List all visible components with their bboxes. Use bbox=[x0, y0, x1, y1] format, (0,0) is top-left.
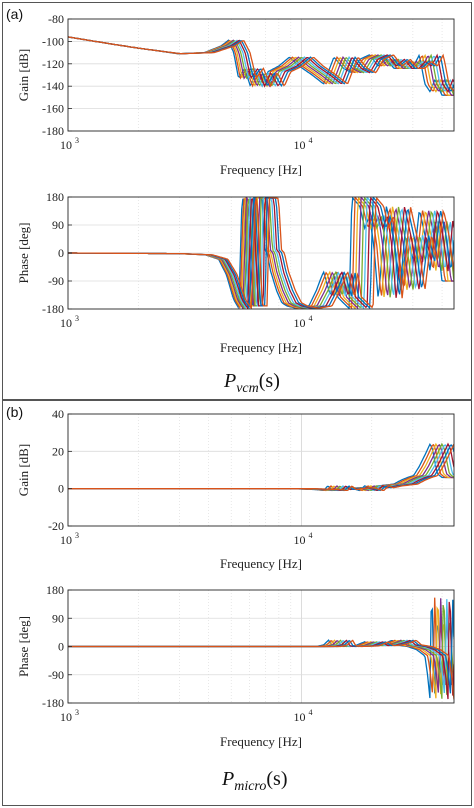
panel-b-letter: (b) bbox=[6, 404, 24, 420]
x-axis-label: Frequency [Hz] bbox=[220, 734, 302, 749]
y-tick-label: 90 bbox=[52, 218, 64, 232]
x-tick-label: 10 bbox=[293, 316, 305, 330]
x-tick-exponent: 4 bbox=[308, 314, 312, 323]
caption-b-subscript: micro bbox=[234, 779, 267, 794]
caption-b-argument: (s) bbox=[266, 768, 288, 790]
y-tick-label: 90 bbox=[52, 611, 64, 625]
y-axis-label: Gain [dB] bbox=[16, 444, 31, 496]
y-tick-label: -90 bbox=[48, 274, 64, 288]
x-tick-exponent: 3 bbox=[75, 314, 79, 323]
x-tick-label: 10 bbox=[60, 710, 72, 724]
caption-a-subscript: vcm bbox=[236, 381, 259, 396]
y-axis-label: Phase [deg] bbox=[16, 616, 31, 677]
x-tick-label: 10 bbox=[293, 533, 305, 547]
x-tick-exponent: 4 bbox=[308, 136, 312, 145]
x-tick-label: 10 bbox=[293, 138, 305, 152]
y-tick-label: 40 bbox=[52, 407, 64, 421]
y-tick-label: -180 bbox=[42, 124, 64, 138]
axes-box bbox=[67, 413, 455, 527]
y-tick-label: 180 bbox=[46, 583, 64, 597]
y-tick-label: -80 bbox=[48, 12, 64, 26]
x-tick-label: 10 bbox=[60, 533, 72, 547]
y-tick-label: -120 bbox=[42, 57, 64, 71]
series-line bbox=[68, 443, 454, 492]
y-tick-label: -140 bbox=[42, 79, 64, 93]
panel-a-caption: Pvcm(s) bbox=[224, 370, 280, 397]
caption-a-argument: (s) bbox=[258, 370, 280, 392]
plot-background bbox=[68, 414, 454, 526]
x-tick-exponent: 3 bbox=[75, 708, 79, 717]
y-tick-label: -100 bbox=[42, 34, 64, 48]
y-tick-label: 0 bbox=[58, 482, 64, 496]
y-tick-label: -90 bbox=[48, 668, 64, 682]
panel-a-frame bbox=[2, 2, 472, 400]
panel-b-caption: Pmicro(s) bbox=[222, 768, 287, 795]
y-axis-label: Gain [dB] bbox=[16, 49, 31, 101]
x-tick-exponent: 4 bbox=[308, 708, 312, 717]
y-tick-label: 20 bbox=[52, 444, 64, 458]
x-tick-exponent: 3 bbox=[75, 531, 79, 540]
x-axis-label: Frequency [Hz] bbox=[220, 556, 302, 571]
x-tick-exponent: 3 bbox=[75, 136, 79, 145]
x-axis-label: Frequency [Hz] bbox=[220, 340, 302, 355]
panel-b-frame bbox=[2, 400, 472, 806]
panel-a-letter: (a) bbox=[6, 6, 24, 22]
x-tick-exponent: 4 bbox=[308, 531, 312, 540]
caption-b-main: P bbox=[222, 768, 235, 790]
y-tick-label: -160 bbox=[42, 102, 64, 116]
y-tick-label: -20 bbox=[48, 519, 64, 533]
y-tick-label: -180 bbox=[42, 302, 64, 316]
x-axis-label: Frequency [Hz] bbox=[220, 162, 302, 177]
x-tick-label: 10 bbox=[293, 710, 305, 724]
y-tick-label: -180 bbox=[42, 696, 64, 710]
series-line bbox=[68, 639, 454, 700]
series-line bbox=[68, 36, 454, 93]
y-tick-label: 0 bbox=[58, 640, 64, 654]
series-line bbox=[68, 197, 454, 309]
y-tick-label: 180 bbox=[46, 190, 64, 204]
y-axis-label: Phase [deg] bbox=[16, 222, 31, 283]
x-tick-label: 10 bbox=[60, 316, 72, 330]
y-tick-label: 0 bbox=[58, 246, 64, 260]
x-tick-label: 10 bbox=[60, 138, 72, 152]
caption-a-main: P bbox=[224, 370, 237, 392]
axes-box bbox=[67, 18, 455, 132]
